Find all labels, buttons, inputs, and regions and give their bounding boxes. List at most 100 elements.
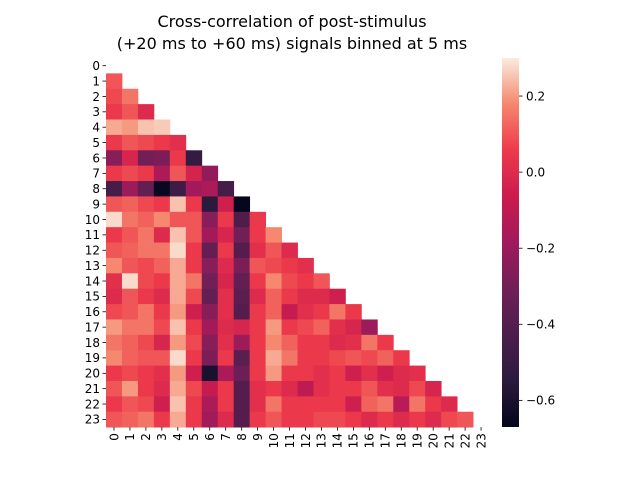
heatmap-cell-20-1 <box>121 365 139 382</box>
heatmap-cell-16-3 <box>153 304 171 320</box>
heatmap-cell-14-4 <box>169 273 187 290</box>
heatmap-cell-22-6 <box>201 396 219 413</box>
heatmap-cell-10-0 <box>106 211 123 228</box>
y-tick-label-10: 10 <box>85 213 100 227</box>
heatmap-cell-15-10 <box>265 288 282 305</box>
x-tick-label-10: 10 <box>267 433 281 448</box>
heatmap-cell-9-1 <box>121 196 139 213</box>
heatmap-cell-9-5 <box>185 196 203 213</box>
heatmap-cell-14-0 <box>106 273 123 290</box>
heatmap-cell-10-6 <box>201 211 219 228</box>
heatmap-cell-17-6 <box>201 319 219 336</box>
heatmap-cell-23-21 <box>441 411 458 428</box>
heatmap-cell-12-0 <box>106 242 123 259</box>
heatmap-cell-17-4 <box>169 319 187 336</box>
heatmap-cell-13-7 <box>217 257 235 274</box>
heatmap-cell-22-13 <box>313 396 330 413</box>
heatmap-cell-19-10 <box>265 350 282 366</box>
heatmap-cell-23-15 <box>345 411 362 428</box>
x-tick-label-23: 23 <box>474 433 488 448</box>
heatmap-cell-20-2 <box>137 365 155 382</box>
colorbar-tick-label-4: −0.6 <box>526 394 555 408</box>
heatmap-cell-16-2 <box>137 304 155 320</box>
y-tick-label-20: 20 <box>85 367 100 381</box>
heatmap-cell-23-11 <box>281 411 298 428</box>
heatmap-cell-22-5 <box>185 396 203 413</box>
heatmap-cell-13-1 <box>121 257 139 274</box>
heatmap-cell-19-6 <box>201 350 219 366</box>
heatmap-cell-20-11 <box>281 365 298 382</box>
x-tick-label-8: 8 <box>235 433 249 441</box>
heatmap-cell-17-14 <box>329 319 346 336</box>
heatmap-cell-6-0 <box>106 150 123 167</box>
heatmap-cell-8-2 <box>137 181 155 197</box>
heatmap-cell-21-15 <box>345 380 362 397</box>
heatmap-cell-23-0 <box>106 411 123 428</box>
heatmap-cell-12-6 <box>201 242 219 259</box>
heatmap-cell-19-13 <box>313 350 330 366</box>
heatmap-cell-19-17 <box>377 350 394 366</box>
heatmap-cell-8-1 <box>121 181 139 197</box>
y-tick-label-11: 11 <box>85 228 100 242</box>
heatmap-cell-19-12 <box>297 350 314 366</box>
heatmap-cell-15-5 <box>185 288 203 305</box>
heatmap-cell-10-8 <box>233 211 251 228</box>
heatmap-cell-5-1 <box>121 134 139 151</box>
heatmap-cell-21-16 <box>361 380 378 397</box>
heatmap-cell-22-11 <box>281 396 298 413</box>
heatmap-cell-15-4 <box>169 288 187 305</box>
x-tick-label-20: 20 <box>426 433 440 448</box>
heatmap-cell-14-7 <box>217 273 235 290</box>
heatmap-cell-7-2 <box>137 165 155 182</box>
heatmap-cell-12-2 <box>137 242 155 259</box>
heatmap-cell-10-1 <box>121 211 139 228</box>
heatmap-cell-21-5 <box>185 380 203 397</box>
heatmap-cell-21-18 <box>393 380 410 397</box>
x-tick-label-7: 7 <box>219 433 233 441</box>
heatmap-cell-13-11 <box>281 257 298 274</box>
y-tick-label-15: 15 <box>85 290 100 304</box>
heatmap-cell-14-10 <box>265 273 282 290</box>
heatmap-cell-22-16 <box>361 396 378 413</box>
y-tick-label-1: 1 <box>92 74 100 88</box>
y-tick-label-7: 7 <box>92 167 100 181</box>
heatmap-cell-19-15 <box>345 350 362 366</box>
y-tick-label-2: 2 <box>92 90 100 104</box>
x-axis-ticks: 0 1 2 3 4 5 6 7 8 9 10 11 12 13 14 15 16 17 18 19 20 21 22 23 <box>107 427 488 448</box>
heatmap-cell-21-7 <box>217 380 235 397</box>
x-tick-label-15: 15 <box>347 433 361 448</box>
heatmap-cell-18-1 <box>121 334 139 351</box>
heatmap-cell-17-15 <box>345 319 362 336</box>
heatmap-cell-20-0 <box>106 365 123 382</box>
colorbar-ticks: 0.2 0.0 −0.2 −0.4 −0.6 <box>519 89 555 408</box>
heatmap-cell-11-2 <box>137 227 155 243</box>
heatmap-cell-15-1 <box>121 288 139 305</box>
heatmap-cell-20-13 <box>313 365 330 382</box>
heatmap-cell-22-18 <box>393 396 410 413</box>
heatmap-cell-20-14 <box>329 365 346 382</box>
heatmap-cell-18-7 <box>217 334 235 351</box>
heatmap-cell-20-5 <box>185 365 203 382</box>
heatmap-cell-18-17 <box>377 334 394 351</box>
heatmap-cell-7-3 <box>153 165 171 182</box>
heatmap-cell-22-2 <box>137 396 155 413</box>
heatmap-cell-22-12 <box>297 396 314 413</box>
heatmap-cell-6-2 <box>137 150 155 167</box>
heatmap-cell-4-1 <box>121 119 139 136</box>
heatmap-cell-6-5 <box>185 150 203 167</box>
heatmap-cell-20-8 <box>233 365 251 382</box>
heatmap-cell-23-22 <box>457 411 474 428</box>
heatmap-cell-20-4 <box>169 365 187 382</box>
heatmap-cell-6-4 <box>169 150 187 167</box>
heatmap-cell-19-2 <box>137 350 155 366</box>
colorbar-tick-label-1: 0.0 <box>526 165 545 179</box>
y-tick-label-22: 22 <box>85 397 100 411</box>
heatmap-cell-3-0 <box>106 104 123 120</box>
heatmap-cell-11-0 <box>106 227 123 243</box>
heatmap-cell-9-4 <box>169 196 187 213</box>
heatmap-cell-14-3 <box>153 273 171 290</box>
heatmap-cell-12-9 <box>249 242 266 259</box>
heatmap-cell-18-16 <box>361 334 378 351</box>
heatmap-cell-20-3 <box>153 365 171 382</box>
